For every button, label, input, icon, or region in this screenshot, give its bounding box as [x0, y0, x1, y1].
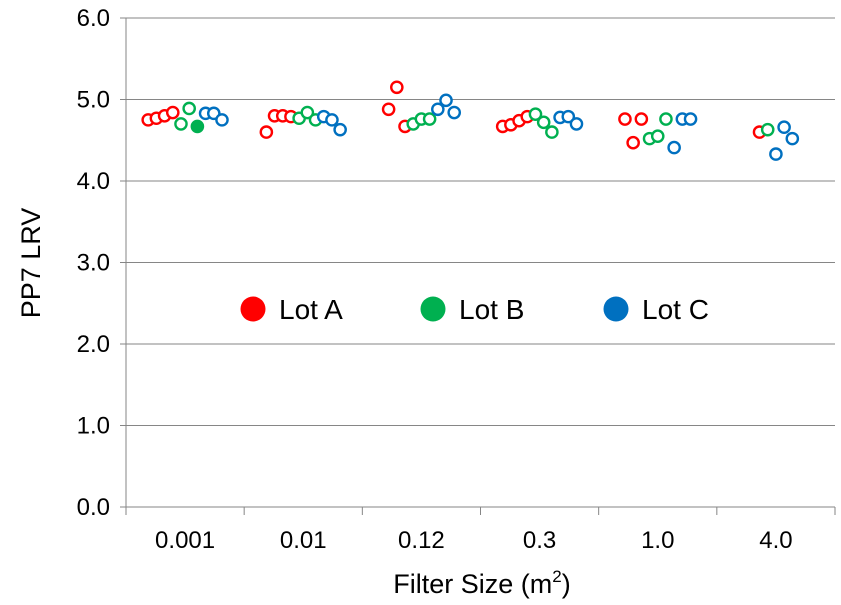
data-point: [390, 80, 404, 95]
data-point: [165, 105, 180, 120]
x-tick-labels: 0.001 0.01 0.12 0.3 1.0 4.0: [155, 527, 793, 554]
legend-label: Lot A: [279, 294, 343, 325]
data-point: [190, 119, 205, 134]
y-tick-label: 4.0: [77, 168, 110, 195]
data-point: [634, 112, 649, 126]
y-tick-label: 3.0: [77, 250, 110, 277]
legend-marker: [420, 296, 446, 322]
data-point: [381, 102, 396, 117]
data-point: [422, 112, 437, 126]
data-point: [447, 105, 462, 120]
data-point: [561, 109, 576, 124]
data-point: [528, 107, 543, 121]
x-tick-label: 0.3: [523, 527, 556, 554]
data-point: [785, 131, 800, 146]
data-point: [182, 101, 196, 116]
data-point: [650, 129, 665, 143]
data-points: [141, 80, 800, 161]
legend-marker: [603, 296, 629, 322]
x-tick-label: 1.0: [641, 527, 674, 554]
legend: Lot A Lot B Lot C: [240, 294, 709, 325]
data-point: [439, 93, 453, 108]
data-point: [760, 122, 775, 137]
data-point: [569, 117, 584, 131]
data-point: [683, 112, 698, 126]
data-point: [777, 120, 791, 135]
data-point: [769, 147, 783, 161]
axes: [120, 17, 836, 515]
x-tick-label: 4.0: [759, 527, 792, 554]
data-point: [618, 112, 632, 126]
x-tick-label: 0.01: [280, 527, 327, 554]
data-point: [325, 113, 339, 127]
legend-label: Lot C: [642, 294, 709, 325]
legend-marker: [240, 296, 266, 322]
data-point: [626, 135, 640, 150]
y-tick-label: 2.0: [77, 331, 110, 358]
data-point: [431, 102, 445, 117]
y-axis-title: PP7 LRV: [16, 208, 46, 319]
gridlines: [126, 17, 835, 426]
data-point: [215, 113, 229, 127]
x-axis-title: Filter Size (m2): [393, 567, 570, 599]
x-tick-label: 0.12: [398, 527, 445, 554]
y-tick-label: 1.0: [77, 413, 110, 440]
y-tick-label: 5.0: [77, 87, 110, 114]
data-point: [300, 105, 315, 120]
x-tick-label: 0.001: [155, 527, 215, 554]
data-point: [667, 140, 681, 155]
y-tick-labels: 0.0 1.0 2.0 3.0 4.0 5.0 6.0: [77, 5, 110, 521]
data-point: [333, 122, 347, 137]
data-point: [536, 115, 551, 130]
data-point: [545, 125, 559, 139]
y-tick-label: 6.0: [77, 5, 110, 32]
legend-label: Lot B: [459, 294, 524, 325]
data-point: [259, 125, 274, 139]
y-tick-label: 0.0: [77, 494, 110, 521]
data-point: [174, 117, 188, 131]
data-point: [659, 112, 673, 126]
